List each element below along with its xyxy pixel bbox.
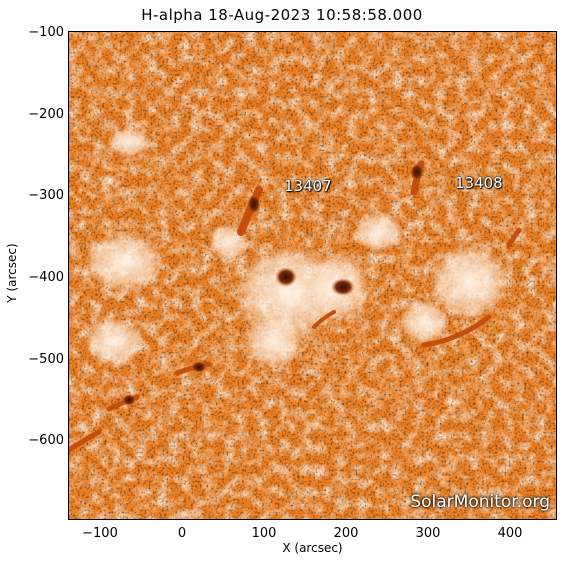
y-tick-label: −400 (28, 270, 64, 285)
y-tick-label: −500 (28, 352, 64, 367)
region-label-13407: 13407 (284, 177, 332, 195)
x-tick-label: 300 (415, 526, 441, 541)
x-tick-label: 100 (251, 526, 277, 541)
x-tick-label: 400 (497, 526, 523, 541)
plage-regions (84, 128, 509, 367)
x-axis-label: X (arcsec) (282, 541, 343, 555)
y-tick-label: −100 (28, 25, 64, 40)
sunspots (122, 163, 424, 406)
x-tick-label: 200 (333, 526, 359, 541)
y-tick-label: −300 (28, 188, 64, 203)
solar-image (69, 32, 556, 519)
x-tick-label: −100 (82, 526, 118, 541)
plot-title: H-alpha 18-Aug-2023 10:58:58.000 (141, 6, 423, 24)
x-tick-label: 0 (177, 526, 187, 541)
y-tick-label: −200 (28, 107, 64, 122)
halpha-image (68, 31, 557, 520)
y-tick-label: −600 (28, 433, 64, 448)
region-label-13408: 13408 (455, 174, 503, 192)
y-axis-label: Y (arcsec) (5, 243, 19, 303)
watermark: SolarMonitor.org (410, 492, 550, 512)
